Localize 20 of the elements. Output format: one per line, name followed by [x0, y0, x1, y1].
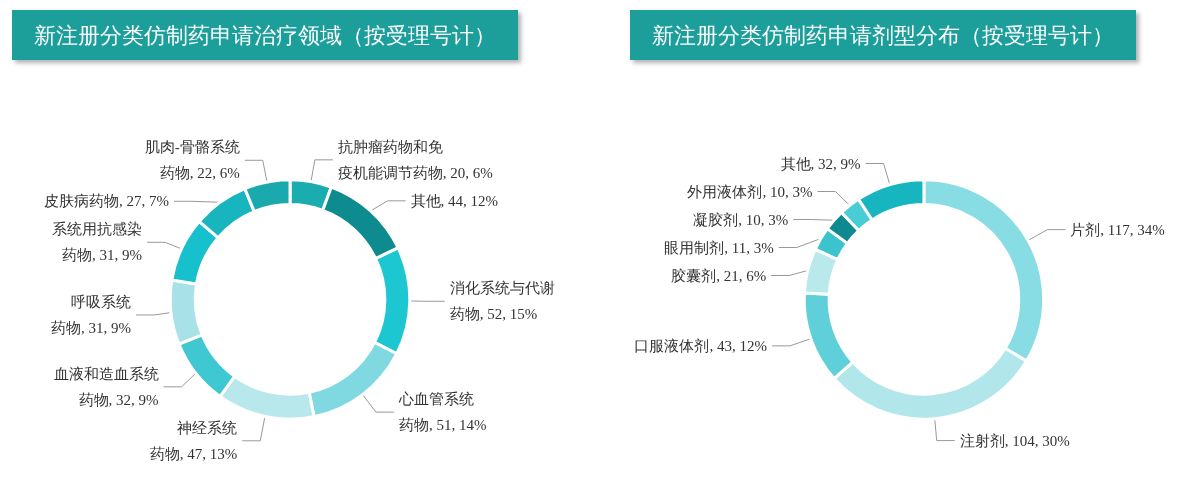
slice-label: 肌肉-骨骼系统药物, 22, 6%	[144, 139, 240, 182]
slice-label: 注射剂, 104, 30%	[959, 432, 1070, 449]
slice-label: 片剂, 117, 34%	[1070, 221, 1165, 238]
slice-label: 口服液体剂, 43, 12%	[634, 337, 767, 354]
slice-label: 外用液体剂, 10, 3%	[687, 183, 813, 200]
chart-title: 新注册分类仿制药申请剂型分布（按受理号计）	[652, 22, 1114, 48]
slice-label: 心血管系统药物, 51, 14%	[397, 391, 487, 434]
slice-label: 皮肤病药物, 27, 7%	[43, 193, 169, 210]
slice-label: 眼用制剂, 11, 3%	[664, 239, 774, 256]
slice-label: 系统用抗感染药物, 31, 9%	[52, 221, 143, 264]
slice-label: 其他, 44, 12%	[410, 192, 499, 209]
slice-label: 神经系统药物, 47, 13%	[149, 419, 238, 462]
chart-title: 新注册分类仿制药申请治疗领域（按受理号计）	[34, 22, 496, 48]
slice-label: 凝胶剂, 10, 3%	[693, 211, 789, 228]
slice-label: 其他, 32, 9%	[780, 155, 861, 172]
slice-label: 胶囊剂, 21, 6%	[671, 267, 767, 284]
slice-label: 呼吸系统药物, 31, 9%	[51, 293, 132, 336]
slice-label: 消化系统与代谢药物, 52, 15%	[449, 280, 555, 323]
slice-label: 血液和造血系统药物, 32, 9%	[53, 365, 159, 408]
slice-label: 抗肿瘤药物和免疫机能调节药物, 20, 6%	[337, 138, 493, 181]
